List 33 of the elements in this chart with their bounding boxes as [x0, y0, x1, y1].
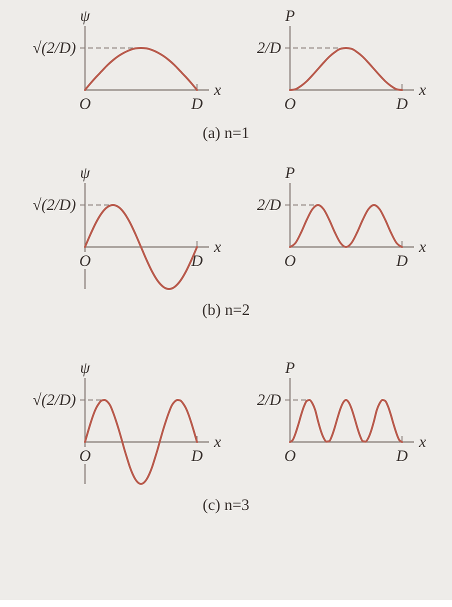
- ref-line-label: 2/D: [257, 392, 282, 409]
- y-axis-title: P: [284, 8, 296, 25]
- x-tick-label: D: [395, 96, 408, 113]
- x-axis-title: x: [213, 434, 222, 451]
- x-tick-label: D: [395, 253, 408, 270]
- y-axis-title: ψ: [80, 360, 92, 377]
- text: (a) n=1: [202, 125, 250, 142]
- y-axis-title: P: [284, 165, 296, 182]
- x-axis-title: x: [213, 82, 222, 99]
- x-tick-label: D: [190, 96, 204, 113]
- x-tick-label: O: [79, 253, 92, 270]
- ref-line-label: 2/D: [257, 197, 282, 214]
- x-tick-label: O: [79, 96, 92, 113]
- y-axis-title: ψ: [80, 8, 92, 25]
- x-tick-label: D: [190, 448, 204, 465]
- x-axis-title: x: [418, 82, 426, 99]
- text: (b) n=2: [202, 302, 250, 319]
- y-axis-title: P: [284, 360, 296, 377]
- ref-line-label: √(2/D): [32, 392, 76, 409]
- x-axis-title: x: [213, 239, 222, 256]
- x-axis-title: x: [418, 434, 426, 451]
- x-tick-label: O: [284, 448, 296, 465]
- y-axis-title: ψ: [80, 165, 92, 182]
- text: (c) n=3: [202, 497, 250, 514]
- x-tick-label: O: [79, 448, 92, 465]
- ref-line-label: 2/D: [257, 40, 282, 57]
- x-axis-title: x: [418, 239, 426, 256]
- x-tick-label: O: [284, 253, 296, 270]
- x-tick-label: O: [284, 96, 296, 113]
- x-tick-label: D: [190, 253, 204, 270]
- ref-line-label: √(2/D): [32, 40, 76, 57]
- ref-line-label: √(2/D): [32, 197, 76, 214]
- x-tick-label: D: [395, 448, 408, 465]
